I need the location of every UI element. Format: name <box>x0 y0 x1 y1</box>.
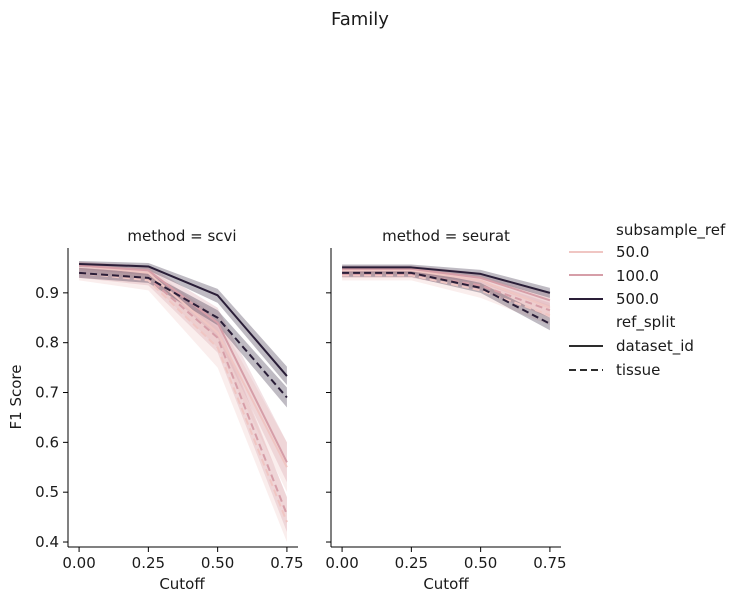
y-tick-label: 0.4 <box>35 533 59 551</box>
figure-title: Family <box>331 9 389 30</box>
series-line-method-scvi-500-0-tissue <box>79 271 288 399</box>
y-tick-label: 0.7 <box>35 384 59 402</box>
series-line-method-seurat-50-0-dataset-id <box>342 269 551 309</box>
series-line-method-seurat-500-0-dataset-id <box>342 266 551 294</box>
x-tick-label: 0.25 <box>395 554 428 572</box>
y-axis-label: F1 Score <box>7 365 25 430</box>
y-axis-scvi: 0.4 0.5 0.6 0.7 0.8 0.9 <box>35 248 69 551</box>
panel-title-scvi: method = scvi <box>127 227 236 245</box>
series-line-method-seurat-50-0-tissue <box>342 274 551 317</box>
x-axis-scvi: 0.00 0.25 0.50 0.75 <box>62 546 304 572</box>
legend-label-500: 500.0 <box>616 290 659 308</box>
series-line-method-scvi-100-0-dataset-id <box>79 264 288 463</box>
y-tick-label: 0.6 <box>35 433 59 451</box>
series-line-method-scvi-500-0-dataset-id <box>79 262 288 377</box>
x-axis-label-scvi: Cutoff <box>159 575 205 593</box>
legend-hue-title: subsample_ref <box>616 221 726 240</box>
legend: subsample_ref 50.0 100.0 500.0 ref_split… <box>569 221 726 379</box>
ci-band-method-scvi-50-0-tissue <box>79 266 287 543</box>
legend-label-50: 50.0 <box>616 243 649 261</box>
series-lines-seurat <box>342 266 551 325</box>
x-tick-label: 0.50 <box>464 554 497 572</box>
series-lines-scvi <box>78 262 288 523</box>
x-tick-label: 0.00 <box>325 554 358 572</box>
series-line-method-seurat-100-0-dataset-id <box>342 267 551 302</box>
series-line-method-scvi-50-0-tissue <box>78 271 288 523</box>
x-tick-label: 0.75 <box>533 554 566 572</box>
ci-band-method-scvi-500-0-dataset-id <box>79 260 287 386</box>
x-axis-label-seurat: Cutoff <box>423 575 469 593</box>
panel-scvi: method = scvi 0.00 0.25 0.50 0.75 0.4 0.5 0.6… <box>7 227 304 593</box>
ci-band-method-scvi-100-0-tissue <box>79 267 287 533</box>
x-tick-label: 0.00 <box>62 554 95 572</box>
legend-label-tissue: tissue <box>616 361 660 379</box>
x-tick-label: 0.25 <box>132 554 165 572</box>
panel-title-seurat: method = seurat <box>382 227 510 245</box>
x-tick-label: 0.75 <box>270 554 303 572</box>
series-line-method-seurat-500-0-tissue <box>342 271 551 325</box>
x-axis-seurat: 0.00 0.25 0.50 0.75 <box>325 546 567 572</box>
legend-label-dataset-id: dataset_id <box>616 337 694 356</box>
y-tick-label: 0.8 <box>35 334 59 352</box>
x-tick-label: 0.50 <box>201 554 234 572</box>
y-axis-seurat <box>326 248 332 547</box>
ci-band-method-scvi-100-0-dataset-id <box>79 261 287 483</box>
series-line-method-scvi-50-0-dataset-id <box>78 264 288 468</box>
y-tick-label: 0.5 <box>35 483 59 501</box>
legend-label-100: 100.0 <box>616 267 659 285</box>
panel-seurat: method = seurat 0.00 0.25 0.50 0.75 Cutoff <box>325 227 566 593</box>
y-tick-label: 0.9 <box>35 284 59 302</box>
legend-style-title: ref_split <box>616 313 676 332</box>
